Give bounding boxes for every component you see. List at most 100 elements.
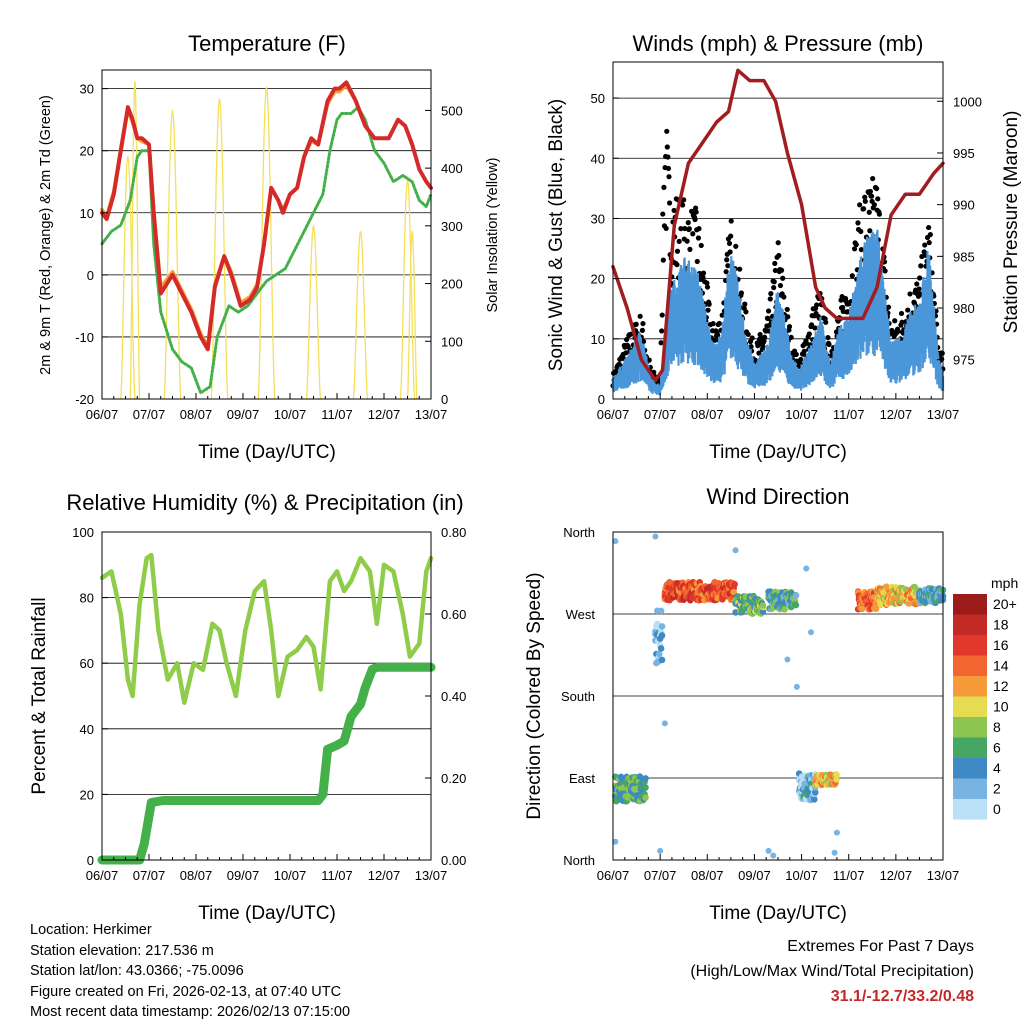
y2-tick-label: 980 <box>953 301 975 316</box>
legend-label: 14 <box>993 658 1009 674</box>
y-tick-label: 50 <box>591 91 605 106</box>
y2-tick-label: 300 <box>441 219 463 234</box>
gust-point <box>682 225 688 232</box>
gust-point <box>704 280 710 286</box>
winds-y2label: Station Pressure (Maroon) <box>1001 111 1022 334</box>
gust-point <box>710 321 716 327</box>
gust-point <box>858 246 864 253</box>
x-tick-label: 11/07 <box>321 868 353 883</box>
extremes-box: Extremes For Past 7 Days (High/Low/Max W… <box>690 934 974 1009</box>
direction-gridlines <box>613 531 943 861</box>
gust-point <box>700 270 707 276</box>
x-tick-label: 08/07 <box>180 407 213 422</box>
gust-point <box>725 263 731 269</box>
y2-tick-label: 100 <box>441 334 463 349</box>
solar-peak <box>305 225 322 400</box>
legend-swatch <box>953 635 987 656</box>
gust-point <box>674 262 680 268</box>
y-tick-label: 40 <box>591 151 605 166</box>
gust-point <box>808 322 815 328</box>
x-tick-label: 09/07 <box>738 868 771 883</box>
direction-point <box>642 784 649 791</box>
direction-ylabel: Direction (Colored By Speed) <box>524 572 545 819</box>
y2-tick-label: 0.00 <box>441 853 466 868</box>
legend-label: 8 <box>993 719 1001 735</box>
gust-point <box>639 327 646 334</box>
gust-point <box>665 154 671 160</box>
info-elevation: Station elevation: 217.536 m <box>30 942 214 959</box>
y2-tick-label: 0.40 <box>441 689 466 704</box>
y-tick-label: South <box>561 689 595 704</box>
x-tick-label: 07/07 <box>133 407 166 422</box>
direction-point <box>661 720 668 727</box>
gust-point <box>875 196 881 202</box>
gust-point <box>686 226 692 232</box>
gust-point <box>892 318 898 324</box>
y2-tick-label: 995 <box>953 146 975 161</box>
gust-point <box>700 274 706 280</box>
y-tick-label: -20 <box>75 392 94 407</box>
direction-point <box>793 683 800 690</box>
x-tick-label: 10/07 <box>274 868 307 883</box>
gust-point <box>785 314 791 320</box>
solar-peak <box>406 230 418 400</box>
x-tick-label: 12/07 <box>368 407 401 422</box>
direction-points <box>612 533 947 859</box>
gust-point <box>857 202 863 208</box>
y-tick-label: 0 <box>598 392 605 407</box>
legend-label: 18 <box>993 617 1009 633</box>
direction-point <box>652 533 659 540</box>
legend-label: 16 <box>993 637 1009 653</box>
gust-point <box>926 224 932 231</box>
gust-point <box>743 309 749 315</box>
gust-point <box>874 185 880 192</box>
direction-point <box>655 650 663 658</box>
humidity-xlabel: Time (Day/UTC) <box>198 903 336 924</box>
legend-swatch <box>953 737 987 758</box>
y-tick-label: North <box>563 853 595 868</box>
solar-peak <box>129 80 141 400</box>
x-tick-label: 12/07 <box>880 868 913 883</box>
legend-swatch <box>953 594 987 615</box>
extremes-values: 31.1/-12.7/33.2/0.48 <box>830 988 974 1005</box>
solar-insolation-series <box>120 80 418 400</box>
legend-swatch <box>953 614 987 635</box>
gust-point <box>694 258 700 265</box>
humidity-lines <box>97 552 436 865</box>
gust-point <box>659 328 665 334</box>
gust-point <box>665 165 672 172</box>
y2-tick-label: 985 <box>953 249 975 264</box>
direction-point <box>730 588 737 596</box>
direction-point <box>731 580 738 588</box>
legend-label: 4 <box>993 760 1001 776</box>
gust-point <box>851 246 858 252</box>
gust-point <box>705 307 711 313</box>
x-tick-label: 13/07 <box>927 407 960 422</box>
humidity-line <box>99 552 434 705</box>
x-tick-label: 06/07 <box>86 407 119 422</box>
winds-x-ticks: 06/07 07/07 08/07 09/07 10/07 11/07 12/07 13/07 <box>597 393 960 422</box>
y2-tick-label: 975 <box>953 353 975 368</box>
gust-point <box>772 260 778 267</box>
x-tick-label: 09/07 <box>738 407 771 422</box>
y-tick-label: 0 <box>87 853 94 868</box>
x-tick-label: 11/07 <box>321 407 353 422</box>
direction-point <box>612 538 619 545</box>
temp-2m-line <box>100 80 433 352</box>
x-tick-label: 08/07 <box>180 868 213 883</box>
gust-point <box>637 313 643 319</box>
temperature-y2label: Solar Insolation (Yellow) <box>485 157 501 312</box>
gust-point <box>823 319 829 325</box>
x-tick-label: 08/07 <box>691 868 724 883</box>
gust-point <box>737 266 743 272</box>
gust-point <box>898 310 905 317</box>
gust-point <box>756 350 762 356</box>
x-tick-label: 09/07 <box>227 407 260 422</box>
gust-point <box>781 294 787 300</box>
gust-point <box>748 343 754 350</box>
y-tick-label: 0 <box>87 268 94 283</box>
info-recent: Most recent data timestamp: 2026/02/13 0… <box>30 1004 351 1020</box>
extremes-title: Extremes For Past 7 Days <box>787 938 974 955</box>
precipitation-line <box>97 662 436 865</box>
legend-label: 10 <box>993 699 1009 715</box>
